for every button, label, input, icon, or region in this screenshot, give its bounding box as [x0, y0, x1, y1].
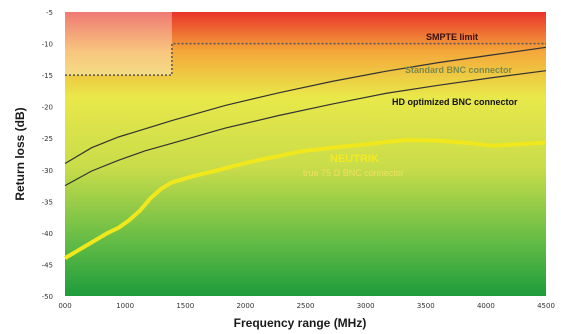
plot-background — [65, 12, 546, 296]
x-tick-label: 000 — [58, 302, 71, 310]
y-tick-label: -35 — [42, 198, 53, 206]
x-tick-label: 2000 — [236, 302, 254, 310]
y-tick-label: -40 — [42, 230, 53, 238]
x-tick-label: 4500 — [537, 302, 555, 310]
standard-bnc-label: Standard BNC connector — [405, 65, 513, 75]
y-tick-label: -5 — [46, 9, 53, 17]
y-axis-ticks: -5 -10 -15 -20 -25 -30 -35 -40 -45 -50 — [42, 9, 53, 301]
y-tick-label: -45 — [42, 261, 53, 269]
standard-bnc-line — [64, 46, 547, 165]
y-tick-label: -30 — [42, 167, 53, 175]
x-tick-label: 1500 — [176, 302, 194, 310]
x-tick-label: 4000 — [477, 302, 495, 310]
hd-optimized-bnc-line — [64, 70, 547, 187]
y-tick-label: -50 — [42, 293, 53, 301]
x-axis-ticks: 000 1000 1500 2000 2500 3000 3500 4000 4500 — [58, 302, 555, 310]
y-axis-title: Return loss (dB) — [13, 107, 27, 200]
x-tick-label: 3500 — [417, 302, 435, 310]
neutrik-connector-label: true 75 Ω BNC connector — [303, 168, 404, 178]
smpte-limit-line — [65, 42, 546, 76]
x-tick-label: 1000 — [116, 302, 134, 310]
hd-bnc-label: HD optimized BNC connector — [392, 97, 518, 107]
x-tick-label: 2500 — [297, 302, 315, 310]
x-axis-title: Frequency range (MHz) — [234, 316, 367, 330]
smpte-limit-label: SMPTE limit — [426, 32, 478, 42]
y-tick-label: -10 — [42, 41, 53, 49]
y-tick-label: -25 — [42, 135, 53, 143]
y-tick-label: -15 — [42, 72, 53, 80]
neutrik-brand-label: NEUTRIK — [330, 153, 379, 165]
y-tick-label: -20 — [42, 104, 53, 112]
smpte-limit-zone — [65, 12, 172, 76]
x-tick-label: 3000 — [357, 302, 375, 310]
neutrik-bnc-line — [63, 138, 547, 260]
